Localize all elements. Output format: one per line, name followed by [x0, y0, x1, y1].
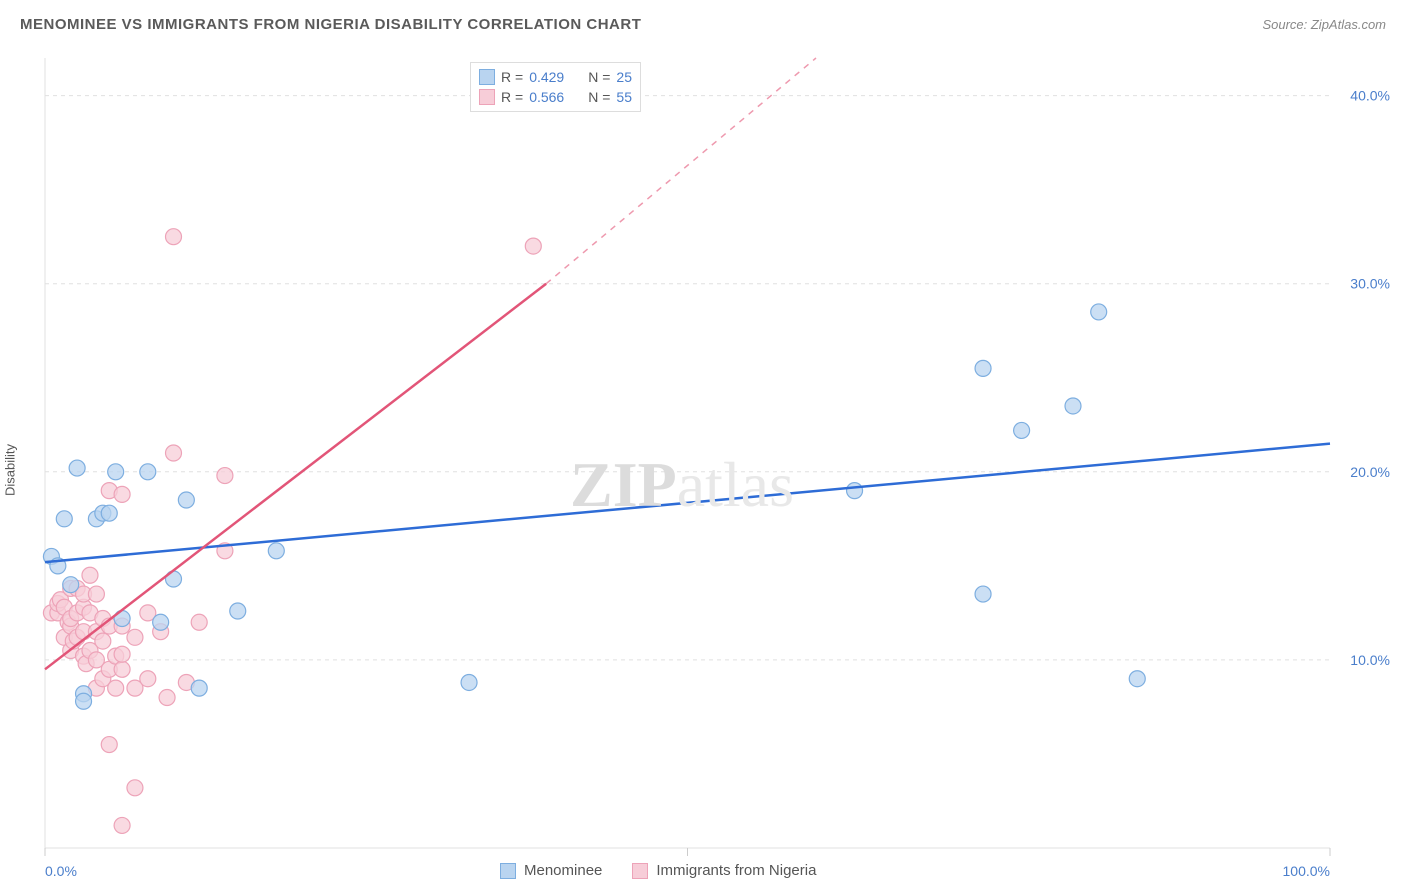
data-point	[178, 492, 194, 508]
legend-r-label: R =	[501, 69, 523, 85]
data-point	[1129, 671, 1145, 687]
data-point	[82, 567, 98, 583]
data-point	[217, 468, 233, 484]
legend-r-label: R =	[501, 89, 523, 105]
legend-swatch	[479, 69, 495, 85]
trend-line	[45, 444, 1330, 562]
data-point	[140, 671, 156, 687]
chart-title: MENOMINEE VS IMMIGRANTS FROM NIGERIA DIS…	[20, 16, 641, 33]
data-point	[975, 586, 991, 602]
x-tick-label: 0.0%	[45, 863, 77, 879]
y-tick-label: 20.0%	[1350, 464, 1390, 480]
data-point	[114, 646, 130, 662]
data-point	[166, 445, 182, 461]
legend-swatch	[632, 863, 648, 879]
data-point	[127, 780, 143, 796]
data-point	[56, 511, 72, 527]
data-point	[88, 586, 104, 602]
y-tick-label: 10.0%	[1350, 652, 1390, 668]
data-point	[114, 486, 130, 502]
legend-n-value: 55	[616, 89, 632, 105]
series-legend: Menominee Immigrants from Nigeria	[500, 862, 816, 879]
legend-item: Immigrants from Nigeria	[632, 862, 816, 879]
data-point	[1091, 304, 1107, 320]
source-label: Source: ZipAtlas.com	[1262, 17, 1386, 32]
data-point	[191, 680, 207, 696]
legend-r-value: 0.566	[529, 89, 564, 105]
legend-swatch	[479, 89, 495, 105]
y-tick-label: 40.0%	[1350, 88, 1390, 104]
data-point	[108, 680, 124, 696]
data-point	[159, 690, 175, 706]
data-point	[847, 483, 863, 499]
x-tick-label: 100.0%	[1283, 863, 1330, 879]
data-point	[525, 238, 541, 254]
legend-n-value: 25	[616, 69, 632, 85]
data-point	[140, 464, 156, 480]
data-point	[76, 693, 92, 709]
legend-item-label: Menominee	[524, 862, 602, 879]
legend-row: R = 0.566 N = 55	[479, 87, 632, 107]
data-point	[268, 543, 284, 559]
legend-row: R = 0.429 N = 25	[479, 67, 632, 87]
data-point	[101, 505, 117, 521]
legend-r-value: 0.429	[529, 69, 564, 85]
data-point	[95, 633, 111, 649]
data-point	[191, 614, 207, 630]
data-point	[1065, 398, 1081, 414]
correlation-legend: R = 0.429 N = 25 R = 0.566 N = 55	[470, 62, 641, 112]
data-point	[975, 360, 991, 376]
legend-n-label: N =	[588, 89, 610, 105]
data-point	[114, 817, 130, 833]
legend-item: Menominee	[500, 862, 602, 879]
data-point	[461, 674, 477, 690]
data-point	[63, 577, 79, 593]
chart-header: MENOMINEE VS IMMIGRANTS FROM NIGERIA DIS…	[0, 0, 1406, 48]
data-point	[69, 460, 85, 476]
data-point	[114, 661, 130, 677]
legend-n-label: N =	[588, 69, 610, 85]
plot-container: Disability 10.0%20.0%30.0%40.0%0.0%100.0…	[0, 48, 1406, 892]
y-tick-label: 30.0%	[1350, 276, 1390, 292]
scatter-plot: 10.0% 20.0% 30.0% 40.0% 0.0% 100.0%	[0, 48, 1406, 892]
legend-swatch	[500, 863, 516, 879]
data-point	[166, 229, 182, 245]
data-point	[127, 629, 143, 645]
legend-item-label: Immigrants from Nigeria	[656, 862, 816, 879]
data-point	[230, 603, 246, 619]
data-point	[1014, 422, 1030, 438]
data-point	[108, 464, 124, 480]
data-point	[153, 614, 169, 630]
data-point	[101, 737, 117, 753]
